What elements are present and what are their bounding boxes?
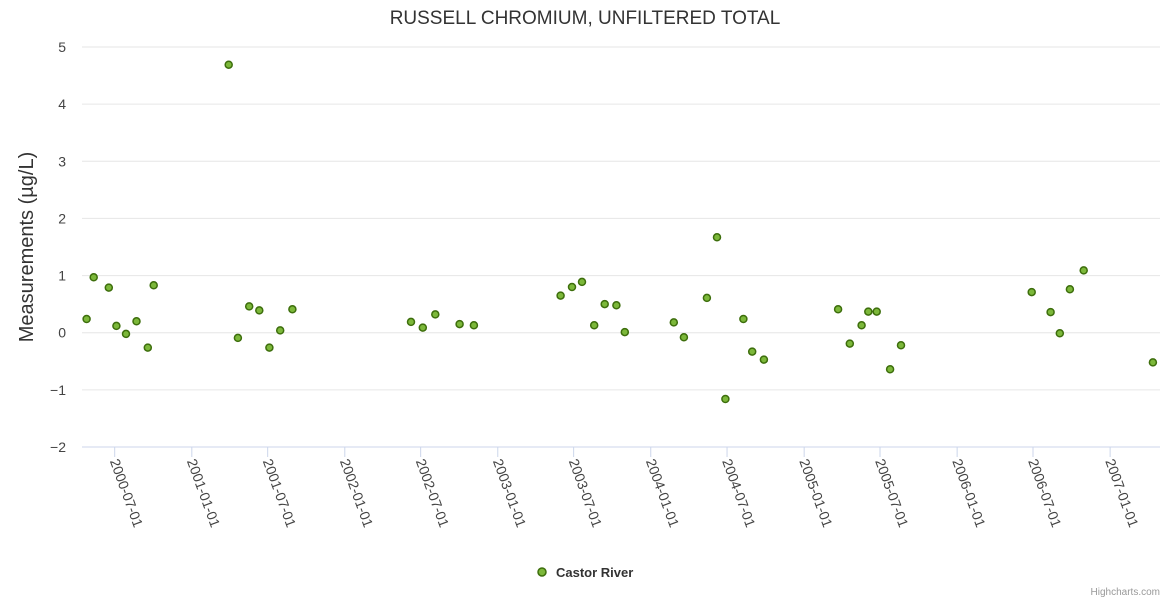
legend[interactable]: Castor River xyxy=(537,565,633,580)
data-point[interactable] xyxy=(469,321,479,330)
data-point[interactable] xyxy=(255,306,264,315)
data-point[interactable] xyxy=(121,329,131,339)
data-point[interactable] xyxy=(1055,329,1065,338)
data-point[interactable] xyxy=(864,307,873,316)
data-point[interactable] xyxy=(1065,285,1075,294)
data-point[interactable] xyxy=(104,283,114,292)
data-point[interactable] xyxy=(224,60,233,69)
data-point[interactable] xyxy=(567,282,577,292)
y-tick-label: −2 xyxy=(50,439,66,455)
data-point[interactable] xyxy=(669,318,679,327)
data-point[interactable] xyxy=(612,301,621,310)
data-point[interactable] xyxy=(747,347,757,356)
data-point[interactable] xyxy=(1079,266,1088,275)
data-point[interactable] xyxy=(149,281,158,290)
data-point[interactable] xyxy=(406,317,416,327)
data-point[interactable] xyxy=(288,305,297,314)
data-point[interactable] xyxy=(872,307,881,316)
data-point[interactable] xyxy=(431,310,440,319)
y-tick-label: 2 xyxy=(58,210,66,226)
data-point[interactable] xyxy=(620,327,630,337)
data-point[interactable] xyxy=(702,293,712,303)
data-point[interactable] xyxy=(244,302,254,311)
series-castor-river[interactable] xyxy=(82,60,1158,404)
data-point[interactable] xyxy=(885,365,895,374)
legend-marker-icon xyxy=(537,567,547,577)
data-point[interactable] xyxy=(143,343,153,352)
y-tick-label: 0 xyxy=(58,325,66,341)
y-tick-label: 1 xyxy=(58,268,66,284)
data-point[interactable] xyxy=(455,319,464,329)
data-point[interactable] xyxy=(1046,307,1055,317)
data-point[interactable] xyxy=(577,277,587,287)
y-axis-label: Measurements (µg/L) xyxy=(16,152,38,342)
credits-link[interactable]: Highcharts.com xyxy=(1091,587,1160,598)
data-point[interactable] xyxy=(759,355,769,364)
data-point[interactable] xyxy=(739,314,748,324)
data-point[interactable] xyxy=(857,321,866,330)
data-point[interactable] xyxy=(833,305,843,314)
data-point[interactable] xyxy=(896,341,906,350)
data-point[interactable] xyxy=(600,299,609,309)
data-point[interactable] xyxy=(265,343,274,352)
y-tick-label: 4 xyxy=(58,96,66,112)
data-point[interactable] xyxy=(679,333,689,342)
data-point[interactable] xyxy=(89,273,98,282)
y-tick-label: 3 xyxy=(58,153,66,169)
y-tick-label: 5 xyxy=(58,39,66,55)
data-point[interactable] xyxy=(1148,358,1158,367)
data-point[interactable] xyxy=(275,326,285,335)
data-point[interactable] xyxy=(589,321,599,330)
data-point[interactable] xyxy=(418,323,428,332)
data-point[interactable] xyxy=(721,394,730,404)
legend-item-castor-river[interactable]: Castor River xyxy=(556,565,633,580)
data-point[interactable] xyxy=(556,291,565,300)
y-tick-label: −1 xyxy=(50,382,66,398)
data-point[interactable] xyxy=(233,333,243,343)
data-point[interactable] xyxy=(1027,287,1036,297)
data-point[interactable] xyxy=(132,317,141,326)
chart-title: RUSSELL CHROMIUM, UNFILTERED TOTAL xyxy=(390,8,781,29)
data-point[interactable] xyxy=(712,233,722,242)
y-axis-ticks: −2 −1 0 1 2 3 4 5 xyxy=(50,39,66,455)
data-point[interactable] xyxy=(112,321,121,331)
data-point[interactable] xyxy=(845,339,855,348)
data-point[interactable] xyxy=(82,314,91,324)
